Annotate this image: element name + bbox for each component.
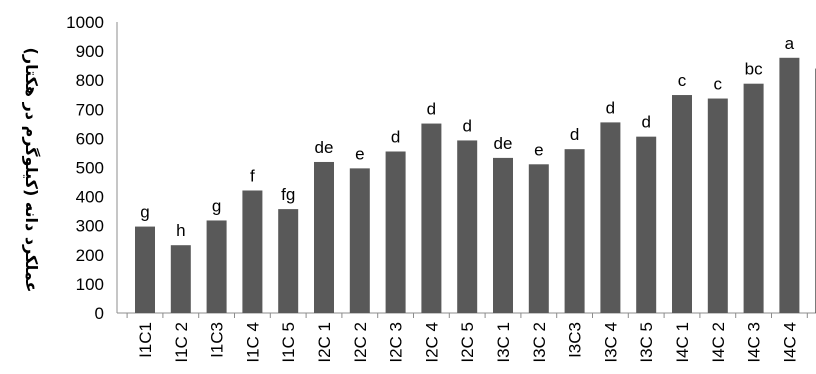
bar	[743, 83, 764, 313]
x-tick-label: I3C 1	[494, 322, 513, 363]
bar	[314, 161, 334, 313]
x-tick-label: I3C3	[566, 322, 585, 358]
x-tick-label: I4C 4	[780, 322, 799, 363]
bar	[672, 95, 692, 313]
bar	[707, 98, 728, 314]
data-label: fg	[281, 185, 295, 204]
x-tick-label: I3C 2	[530, 322, 549, 363]
x-tick-label: I4C 3	[745, 322, 764, 363]
y-tick-label: 100	[76, 275, 104, 294]
data-label: de	[315, 138, 334, 157]
bar	[600, 122, 621, 314]
y-tick-label: 1000	[66, 13, 104, 32]
bar	[349, 168, 370, 313]
y-tick-label: 900	[76, 42, 104, 61]
x-tick-label: I2C 4	[422, 322, 441, 363]
x-tick-label: I1C 4	[243, 322, 262, 363]
x-tick-label: I4C 2	[709, 322, 728, 363]
data-label: g	[140, 203, 149, 222]
x-tick-label: I1C3	[208, 322, 227, 358]
data-label: d	[570, 125, 579, 144]
bar	[636, 136, 657, 313]
data-label: d	[462, 116, 471, 135]
data-label: f	[250, 166, 255, 185]
y-tick-label: 200	[76, 246, 104, 265]
x-tick-label: I3C 4	[601, 322, 620, 363]
bar	[278, 209, 299, 313]
x-tick-label: I1C1	[136, 322, 155, 358]
data-label: d	[606, 98, 615, 117]
y-tick-label: 500	[76, 159, 104, 178]
y-axis-title: عملکرد دانه (کیلوگرم در هکتار)	[22, 48, 41, 293]
bar	[135, 226, 155, 313]
data-label: d	[641, 113, 650, 132]
x-tick-label: I2C 3	[387, 322, 406, 363]
data-label: e	[355, 144, 364, 163]
bar	[493, 157, 513, 313]
data-label: d	[391, 127, 400, 146]
data-label: bc	[745, 60, 763, 79]
data-label: de	[494, 134, 513, 153]
bar	[564, 149, 585, 313]
y-tick-label: 300	[76, 217, 104, 236]
y-tick-label: 600	[76, 129, 104, 148]
data-label: e	[534, 140, 543, 159]
data-label: g	[212, 196, 221, 215]
data-label: c	[714, 75, 723, 94]
data-label: h	[176, 221, 185, 240]
data-label: d	[427, 100, 436, 119]
y-tick-label: 0	[95, 304, 104, 323]
bar	[206, 220, 227, 313]
bar	[457, 140, 478, 313]
bar	[421, 123, 442, 314]
data-label: a	[785, 34, 795, 53]
bar	[528, 164, 549, 313]
x-tick-label: I1C 2	[172, 322, 191, 363]
data-labels: ghgffgdeeddddeedddccbcab	[140, 34, 795, 240]
x-tick-label: I1C 5	[279, 322, 298, 363]
bar	[242, 190, 263, 313]
bar	[385, 151, 406, 313]
y-tick-label: 400	[76, 188, 104, 207]
bar	[779, 57, 800, 313]
x-tick-label: I2C 5	[458, 322, 477, 363]
bars	[135, 57, 816, 314]
x-tick-label: I2C 1	[315, 322, 334, 363]
x-tick-label: I4C 1	[673, 322, 692, 363]
bar	[170, 245, 191, 313]
x-tick-labels: I1C1 I1C 2 I1C3 I1C 4 I1C 5 I2C 1 I2C 2 I2C 3 I2…	[126, 313, 808, 363]
data-label: c	[678, 71, 687, 90]
y-tick-label: 800	[76, 71, 104, 90]
y-tick-label: 700	[76, 100, 104, 119]
x-tick-label: I2C 2	[351, 322, 370, 363]
x-tick-label: I3C 5	[637, 322, 656, 363]
y-tick-labels: 0 100 200 300 400 500 600 700 800 900 1000	[66, 13, 104, 323]
